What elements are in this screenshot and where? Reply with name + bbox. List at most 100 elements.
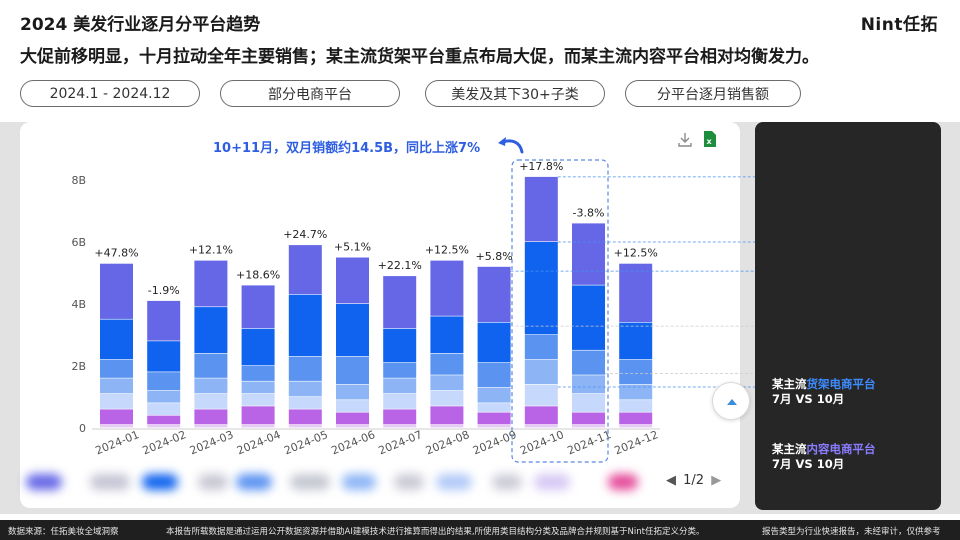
bar-segment	[619, 400, 653, 412]
bar-segment	[477, 322, 511, 363]
yoy-label: -3.8%	[573, 206, 605, 219]
bar-segment	[336, 356, 369, 384]
yoy-label: +12.1%	[189, 244, 233, 257]
bar-segment	[194, 307, 228, 353]
bar-segment	[100, 359, 133, 378]
bar-segment	[147, 300, 181, 341]
bar-segment	[572, 285, 605, 350]
bar-segment	[100, 378, 133, 394]
bar-segment	[477, 387, 511, 403]
bar-segment	[477, 403, 511, 412]
legend-swatch	[236, 474, 272, 490]
filter-platform[interactable]: 部分电商平台	[220, 80, 400, 107]
x-tick-label: 2024-06	[329, 428, 376, 457]
bar-segment	[288, 294, 322, 357]
bar-segment	[336, 424, 369, 428]
bar-segment	[241, 381, 275, 394]
side-item-shelf: 某主流货架电商平台 7月 VS 10月	[772, 377, 876, 406]
bar-segment	[336, 304, 369, 357]
yoy-label: +5.8%	[476, 250, 513, 263]
y-tick-label: 6B	[71, 236, 86, 249]
bar-segment	[241, 285, 275, 329]
bar-segment	[619, 412, 653, 425]
bar-segment	[100, 409, 133, 425]
y-tick-label: 8B	[71, 174, 86, 187]
bar-segment	[100, 424, 133, 428]
y-tick-label: 4B	[71, 298, 86, 311]
page-title: 2024 美发行业逐月分平台趋势	[20, 15, 261, 35]
footer: 数据来源：任拓美妆全域洞察 本报告所载数据是通过运用公开数据资源并借助AI建模技…	[0, 520, 960, 540]
bar-segment	[430, 375, 464, 391]
y-tick-label: 2B	[71, 360, 86, 373]
bar-segment	[241, 393, 275, 406]
legend-swatch	[342, 474, 376, 490]
chart-legend	[22, 470, 662, 494]
x-tick-label: 2024-08	[424, 428, 471, 457]
scroll-up-button[interactable]	[712, 382, 750, 420]
bar-segment	[430, 260, 464, 316]
bar-segment	[524, 424, 558, 428]
legend-swatch	[90, 474, 130, 490]
yoy-label: +12.5%	[614, 247, 658, 260]
bar-segment	[477, 412, 511, 425]
yoy-label: +5.1%	[334, 241, 371, 254]
legend-swatch	[534, 474, 570, 490]
bar-segment	[477, 424, 511, 428]
bar-segment	[336, 412, 369, 425]
legend-swatch	[198, 474, 228, 490]
bar-segment	[572, 350, 605, 375]
bar-segment	[147, 390, 181, 403]
footer-note: 本报告所载数据是通过运用公开数据资源并借助AI建模技术进行推算而得出的结果,所使…	[166, 527, 705, 537]
pager-next-icon[interactable]: ▶	[711, 473, 722, 488]
excel-icon[interactable]: x	[703, 130, 717, 148]
bar-segment	[241, 328, 275, 366]
bar-segment	[383, 378, 417, 394]
pager-prev-icon[interactable]: ◀	[666, 473, 676, 488]
bar-segment	[524, 406, 558, 425]
page-subtitle: 大促前移明显，十月拉动全年主要销售；某主流货架平台重点布局大促，而某主流内容平台…	[20, 47, 819, 67]
bar-segment	[572, 412, 605, 425]
bar-segment	[572, 375, 605, 394]
bar-segment	[241, 424, 275, 428]
insight-panel	[755, 122, 941, 510]
bar-segment	[524, 176, 558, 242]
yoy-label: -1.9%	[148, 284, 180, 297]
bar-segment	[383, 328, 417, 363]
bar-segment	[194, 378, 228, 394]
filter-period[interactable]: 2024.1 - 2024.12	[20, 80, 200, 107]
x-tick-label: 2024-03	[188, 428, 235, 457]
bar-segment	[336, 384, 369, 400]
x-tick-label: 2024-04	[235, 428, 282, 457]
bar-segment	[477, 362, 511, 388]
brand-logo: Nint任拓	[860, 15, 938, 35]
footer-disclaimer: 报告类型为行业快速报告，未经审计，仅供参考	[762, 527, 941, 537]
bar-segment	[241, 406, 275, 425]
legend-swatch	[394, 474, 424, 490]
bar-segment	[383, 362, 417, 378]
download-icon[interactable]	[676, 131, 694, 149]
y-tick-label: 0	[79, 422, 86, 435]
bar-segment	[241, 366, 275, 381]
bar-segment	[194, 393, 228, 409]
filter-category[interactable]: 美发及其下30+子类	[425, 80, 605, 107]
filter-row: 2024.1 - 2024.12 部分电商平台 美发及其下30+子类 分平台逐月…	[20, 80, 820, 108]
bar-segment	[336, 400, 369, 412]
x-tick-label: 2024-07	[377, 428, 424, 457]
highlight-box-oct-nov	[511, 159, 609, 463]
bar-segment	[619, 263, 653, 322]
bar-segment	[619, 322, 653, 360]
bar-segment	[430, 316, 464, 353]
bar-segment	[619, 384, 653, 400]
x-tick-label: 2024-12	[613, 428, 660, 457]
bar-segment	[383, 276, 417, 329]
bar-segment	[288, 409, 322, 425]
legend-swatch	[608, 474, 638, 490]
yoy-label: +18.6%	[236, 268, 280, 281]
legend-swatch	[492, 474, 522, 490]
bar-segment	[288, 356, 322, 381]
bar-segment	[383, 424, 417, 428]
bar-segment	[288, 424, 322, 428]
bar-segment	[147, 341, 181, 372]
yoy-label: +47.8%	[94, 247, 138, 260]
filter-metric[interactable]: 分平台逐月销售额	[625, 80, 801, 107]
